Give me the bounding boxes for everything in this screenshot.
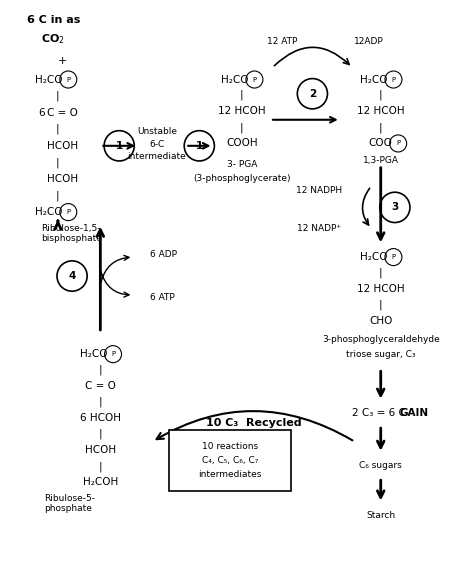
Text: P: P	[66, 77, 70, 83]
Text: |: |	[379, 90, 383, 100]
Text: |: |	[99, 397, 102, 407]
Text: H₂CO: H₂CO	[35, 207, 62, 217]
Text: 12ADP: 12ADP	[354, 37, 384, 46]
Text: CHO: CHO	[369, 316, 392, 326]
Text: 12 NADP⁺: 12 NADP⁺	[297, 224, 342, 233]
Text: COO: COO	[369, 138, 392, 148]
Text: |: |	[56, 190, 60, 201]
Text: HCOH: HCOH	[47, 141, 78, 151]
Text: 1: 1	[116, 141, 123, 151]
Text: 3-phosphoglyceraldehyde: 3-phosphoglyceraldehyde	[322, 335, 439, 344]
Text: intermediates: intermediates	[198, 471, 262, 480]
Text: H₂CO: H₂CO	[360, 252, 387, 262]
Text: (3-phosphoglycerate): (3-phosphoglycerate)	[193, 175, 291, 183]
Text: 2 C₃ = 6 C: 2 C₃ = 6 C	[352, 408, 409, 419]
Text: CO$_2$: CO$_2$	[41, 33, 65, 46]
Text: Starch: Starch	[366, 510, 395, 520]
Text: P: P	[66, 209, 70, 215]
Text: |: |	[240, 90, 244, 100]
Text: COOH: COOH	[226, 138, 257, 148]
Text: C = O: C = O	[47, 108, 78, 118]
Text: triose sugar, C₃: triose sugar, C₃	[346, 349, 416, 359]
Text: Ribulose-5-
phosphate: Ribulose-5- phosphate	[44, 493, 95, 513]
Text: H₂CO: H₂CO	[221, 75, 248, 85]
Text: C₄, C₅, C₆, C₇: C₄, C₅, C₆, C₇	[202, 456, 258, 465]
Text: P: P	[111, 351, 115, 357]
Text: H₂CO: H₂CO	[360, 75, 387, 85]
Text: 10 reactions: 10 reactions	[202, 442, 258, 451]
Text: 2: 2	[309, 89, 316, 99]
Text: P: P	[392, 77, 395, 83]
Text: 1: 1	[196, 141, 203, 151]
Text: Unstable: Unstable	[137, 127, 177, 136]
Text: |: |	[99, 461, 102, 472]
Text: P: P	[392, 254, 395, 260]
Text: 6 C in as: 6 C in as	[27, 15, 80, 25]
Text: |: |	[56, 91, 60, 101]
Text: |: |	[56, 124, 60, 135]
Text: 4: 4	[68, 271, 76, 281]
Text: 6-C: 6-C	[149, 140, 164, 149]
Text: H₂CO: H₂CO	[35, 75, 62, 85]
Text: Ribulose-1,5-
bisphosphate: Ribulose-1,5- bisphosphate	[41, 224, 102, 243]
Text: 3- PGA: 3- PGA	[227, 160, 257, 169]
Text: HCOH: HCOH	[47, 174, 78, 184]
Text: |: |	[99, 429, 102, 440]
Text: |: |	[240, 122, 244, 132]
Text: |: |	[379, 300, 383, 310]
Text: HCOH: HCOH	[85, 445, 116, 455]
Text: intermediate: intermediate	[128, 152, 186, 161]
Text: |: |	[379, 267, 383, 278]
Text: |: |	[99, 364, 102, 375]
Text: 12 NADPH: 12 NADPH	[296, 186, 343, 195]
Text: +: +	[58, 55, 67, 66]
Text: GAIN: GAIN	[399, 408, 428, 419]
Text: 6 ADP: 6 ADP	[150, 250, 177, 259]
FancyBboxPatch shape	[169, 430, 291, 492]
Text: H₂COH: H₂COH	[83, 477, 118, 488]
Text: H₂CO: H₂CO	[80, 349, 107, 359]
Text: C = O: C = O	[85, 381, 116, 391]
Text: 12 ATP: 12 ATP	[266, 37, 297, 46]
Text: C₆ sugars: C₆ sugars	[359, 461, 402, 470]
Text: 3: 3	[391, 202, 399, 212]
Text: 12 HCOH: 12 HCOH	[218, 106, 265, 116]
Text: |: |	[379, 122, 383, 132]
Text: 6: 6	[38, 108, 45, 118]
Text: 10 C₃  Recycled: 10 C₃ Recycled	[206, 418, 301, 428]
Text: |: |	[56, 157, 60, 168]
Text: P: P	[396, 140, 400, 146]
Text: 1,3-PGA: 1,3-PGA	[363, 155, 399, 164]
Text: 6 ATP: 6 ATP	[150, 293, 174, 302]
Text: 12 HCOH: 12 HCOH	[357, 106, 404, 116]
Text: P: P	[252, 77, 256, 83]
Text: 12 HCOH: 12 HCOH	[357, 284, 404, 294]
Text: 6 HCOH: 6 HCOH	[80, 413, 121, 423]
